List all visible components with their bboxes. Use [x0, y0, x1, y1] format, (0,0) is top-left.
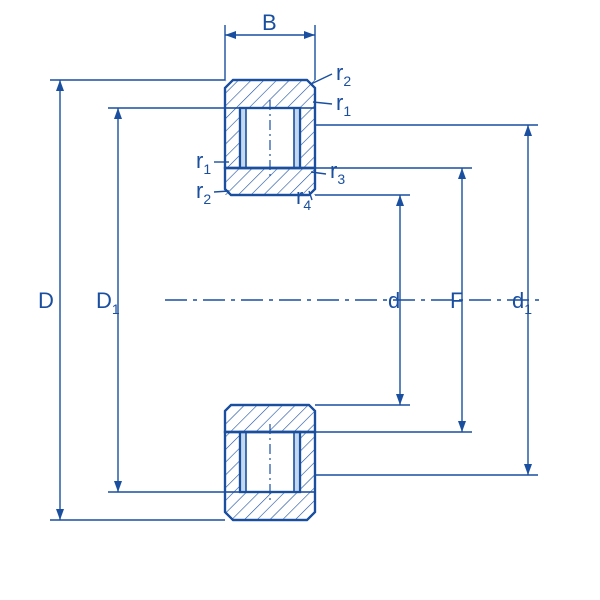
- label-r2: r2: [336, 60, 351, 89]
- arrowhead: [524, 464, 532, 475]
- arrowhead: [114, 481, 122, 492]
- roller-pocket-mask: [240, 432, 300, 492]
- arrowhead: [458, 421, 466, 432]
- label-r2: r2: [196, 178, 211, 207]
- arrowhead: [304, 31, 315, 39]
- label-r1: r1: [196, 148, 211, 177]
- shoulder-right: [300, 108, 315, 168]
- shoulder-left: [225, 432, 240, 492]
- arrowhead: [524, 125, 532, 136]
- shoulder-right: [300, 432, 315, 492]
- arrowhead: [396, 195, 404, 206]
- label-B: B: [262, 10, 277, 35]
- roller-pocket-mask: [240, 108, 300, 168]
- label-D1: D1: [96, 288, 120, 317]
- label-F: F: [450, 288, 463, 313]
- arrowhead: [56, 509, 64, 520]
- hatch-outer: [225, 492, 315, 520]
- arrowhead: [458, 168, 466, 179]
- arrowhead: [396, 394, 404, 405]
- hatch-inner: [225, 405, 315, 432]
- label-D: D: [38, 288, 54, 313]
- label-r3: r3: [330, 158, 345, 187]
- hatch-outer: [225, 80, 315, 108]
- label-r1: r1: [336, 90, 351, 119]
- label-d: d: [388, 288, 400, 313]
- label-d1: d1: [512, 288, 532, 317]
- leader: [311, 74, 332, 84]
- arrowhead: [225, 31, 236, 39]
- shoulder-left: [225, 108, 240, 168]
- arrowhead: [56, 80, 64, 91]
- arrowhead: [114, 108, 122, 119]
- leader: [214, 191, 229, 192]
